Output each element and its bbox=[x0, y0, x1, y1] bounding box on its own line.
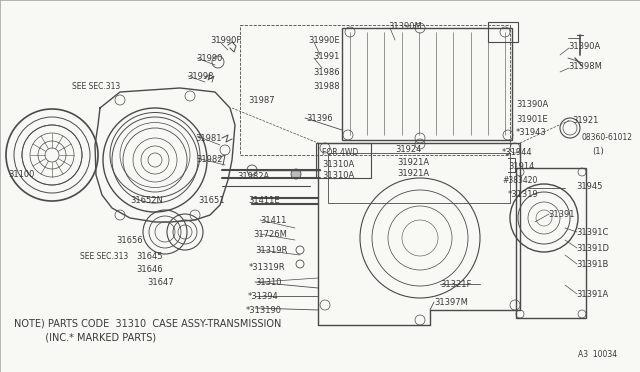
Text: 31945: 31945 bbox=[576, 182, 602, 191]
Text: 31310: 31310 bbox=[255, 278, 282, 287]
Text: 31391A: 31391A bbox=[576, 290, 608, 299]
Text: NOTE) PARTS CODE  31310  CASE ASSY-TRANSMISSION: NOTE) PARTS CODE 31310 CASE ASSY-TRANSMI… bbox=[14, 318, 282, 328]
Text: 31100: 31100 bbox=[8, 170, 35, 179]
Text: 31391D: 31391D bbox=[576, 244, 609, 253]
Text: (1): (1) bbox=[592, 147, 604, 156]
Bar bbox=[488, 22, 518, 42]
Text: 31987: 31987 bbox=[248, 96, 275, 105]
Text: 31647: 31647 bbox=[147, 278, 173, 287]
Text: 31646: 31646 bbox=[136, 265, 163, 274]
Text: 31982: 31982 bbox=[196, 155, 223, 164]
Text: 31981: 31981 bbox=[195, 134, 221, 143]
Text: 31310A: 31310A bbox=[322, 160, 355, 169]
Bar bbox=[328, 153, 510, 203]
Text: 31652N: 31652N bbox=[130, 196, 163, 205]
Text: 31411E: 31411E bbox=[248, 196, 280, 205]
Text: 31998: 31998 bbox=[187, 72, 214, 81]
Text: 31391C: 31391C bbox=[576, 228, 609, 237]
Text: 31988: 31988 bbox=[313, 82, 340, 91]
Text: A3  10034: A3 10034 bbox=[578, 350, 617, 359]
Text: 31990: 31990 bbox=[196, 54, 222, 63]
Text: 31990E: 31990E bbox=[308, 36, 340, 45]
Text: #383420: #383420 bbox=[502, 176, 538, 185]
Text: (INC.* MARKED PARTS): (INC.* MARKED PARTS) bbox=[14, 332, 156, 342]
Text: 31645: 31645 bbox=[136, 252, 163, 261]
Text: 31390A: 31390A bbox=[568, 42, 600, 51]
Text: 31397M: 31397M bbox=[434, 298, 468, 307]
Text: 31921A: 31921A bbox=[397, 158, 429, 167]
Text: *313190: *313190 bbox=[246, 306, 282, 315]
Text: 31726M: 31726M bbox=[253, 230, 287, 239]
Text: 31319R: 31319R bbox=[255, 246, 287, 255]
Bar bbox=[342, 28, 512, 140]
Text: *31394: *31394 bbox=[248, 292, 279, 301]
Text: *31319R: *31319R bbox=[249, 263, 285, 272]
Text: 31914: 31914 bbox=[508, 162, 534, 171]
Text: 31396: 31396 bbox=[306, 114, 333, 123]
Text: *31943: *31943 bbox=[516, 128, 547, 137]
Text: *31319: *31319 bbox=[508, 190, 539, 199]
Text: 31982A: 31982A bbox=[237, 172, 269, 181]
Text: 31991: 31991 bbox=[313, 52, 339, 61]
Text: 31391: 31391 bbox=[548, 210, 575, 219]
Text: 31990F: 31990F bbox=[210, 36, 241, 45]
Text: SEE SEC.313: SEE SEC.313 bbox=[80, 252, 128, 261]
Text: 31310A: 31310A bbox=[322, 171, 355, 180]
Text: 31391B: 31391B bbox=[576, 260, 609, 269]
Text: 31656: 31656 bbox=[116, 236, 143, 245]
Bar bbox=[240, 25, 510, 155]
Text: SEE SEC.313: SEE SEC.313 bbox=[72, 82, 120, 91]
Text: 31398M: 31398M bbox=[568, 62, 602, 71]
Text: 31390A: 31390A bbox=[516, 100, 548, 109]
Text: 31411: 31411 bbox=[260, 216, 286, 225]
Bar bbox=[316, 143, 371, 178]
Text: *31944: *31944 bbox=[502, 148, 532, 157]
Text: FOR 4WD: FOR 4WD bbox=[322, 148, 358, 157]
Text: 31921: 31921 bbox=[572, 116, 598, 125]
Text: 31924: 31924 bbox=[395, 145, 421, 154]
Text: 08360-61012: 08360-61012 bbox=[582, 133, 633, 142]
Text: 31986: 31986 bbox=[313, 68, 340, 77]
Bar bbox=[516, 168, 586, 318]
Text: 31651: 31651 bbox=[198, 196, 225, 205]
Text: 31390M: 31390M bbox=[388, 22, 422, 31]
Text: 31901E: 31901E bbox=[516, 115, 548, 124]
Circle shape bbox=[291, 169, 301, 179]
Text: 31921A: 31921A bbox=[397, 169, 429, 178]
Text: 31321F: 31321F bbox=[440, 280, 472, 289]
